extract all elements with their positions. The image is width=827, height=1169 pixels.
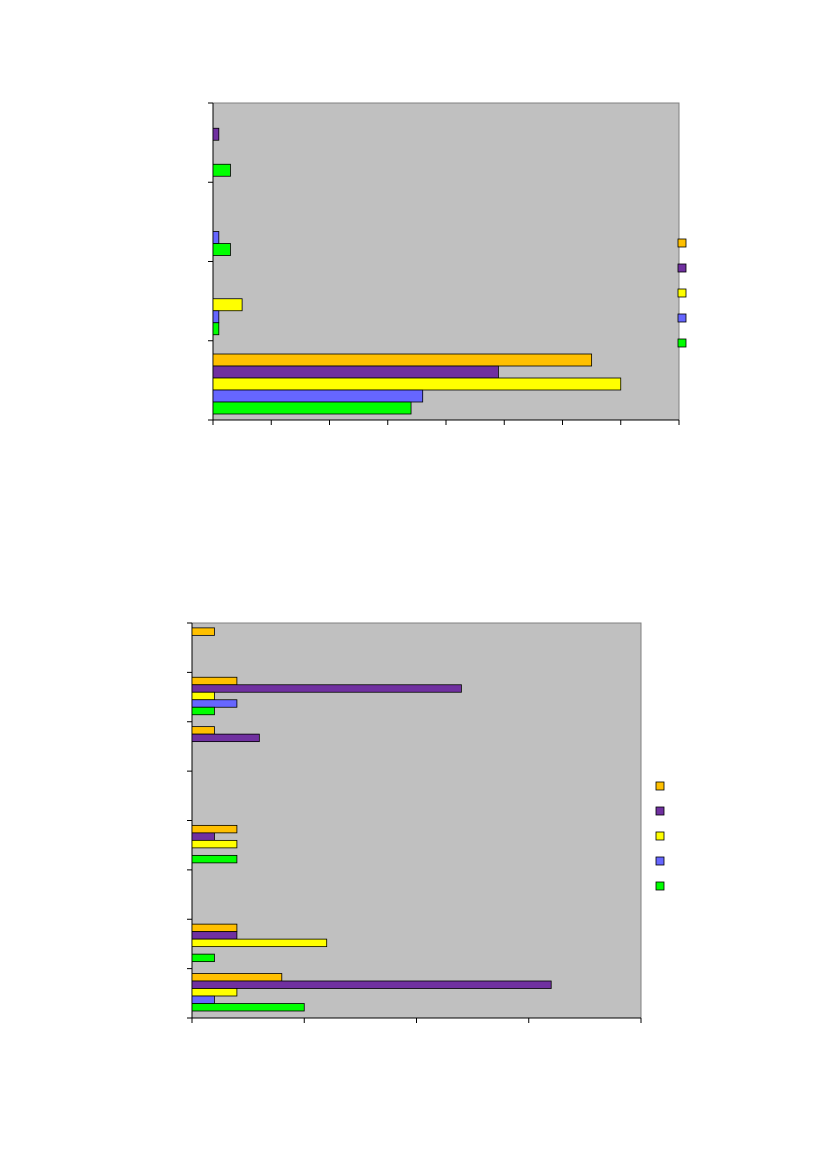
bar [191, 699, 238, 708]
chart-2 [187, 622, 665, 1023]
legend-key [677, 288, 687, 298]
bar [212, 389, 424, 403]
legend-key [655, 806, 665, 816]
bar [191, 988, 238, 997]
legend-key [655, 856, 665, 866]
legend-key [655, 831, 665, 841]
plot-area [191, 622, 642, 1019]
bar [212, 401, 412, 415]
bar [191, 627, 215, 636]
bar [191, 839, 238, 849]
bar [191, 938, 328, 948]
chart-1 [208, 102, 687, 425]
bar [191, 832, 215, 841]
bar [191, 973, 283, 982]
bar [212, 310, 220, 324]
bar [212, 322, 220, 336]
bar [191, 854, 238, 864]
bar [191, 691, 215, 701]
legend-key [655, 781, 665, 791]
bar [191, 676, 238, 686]
bar [212, 365, 499, 379]
bar [191, 953, 215, 963]
legend-key [677, 338, 687, 348]
bar [191, 931, 238, 940]
legend-key [677, 313, 687, 323]
bar [191, 923, 238, 933]
bar [191, 1003, 305, 1012]
bar [191, 706, 215, 716]
bar [212, 127, 220, 141]
bar [191, 684, 462, 693]
bar [212, 243, 231, 256]
legend-key [677, 238, 687, 248]
bar [212, 353, 593, 367]
bar [191, 726, 215, 735]
bar [191, 995, 215, 1004]
bar [212, 298, 243, 312]
bar [212, 377, 622, 391]
bar [191, 733, 260, 743]
bar [212, 231, 220, 244]
bar [212, 163, 231, 177]
bar [191, 824, 238, 834]
bar [191, 980, 552, 989]
legend-key [655, 881, 665, 891]
legend-key [677, 263, 687, 273]
